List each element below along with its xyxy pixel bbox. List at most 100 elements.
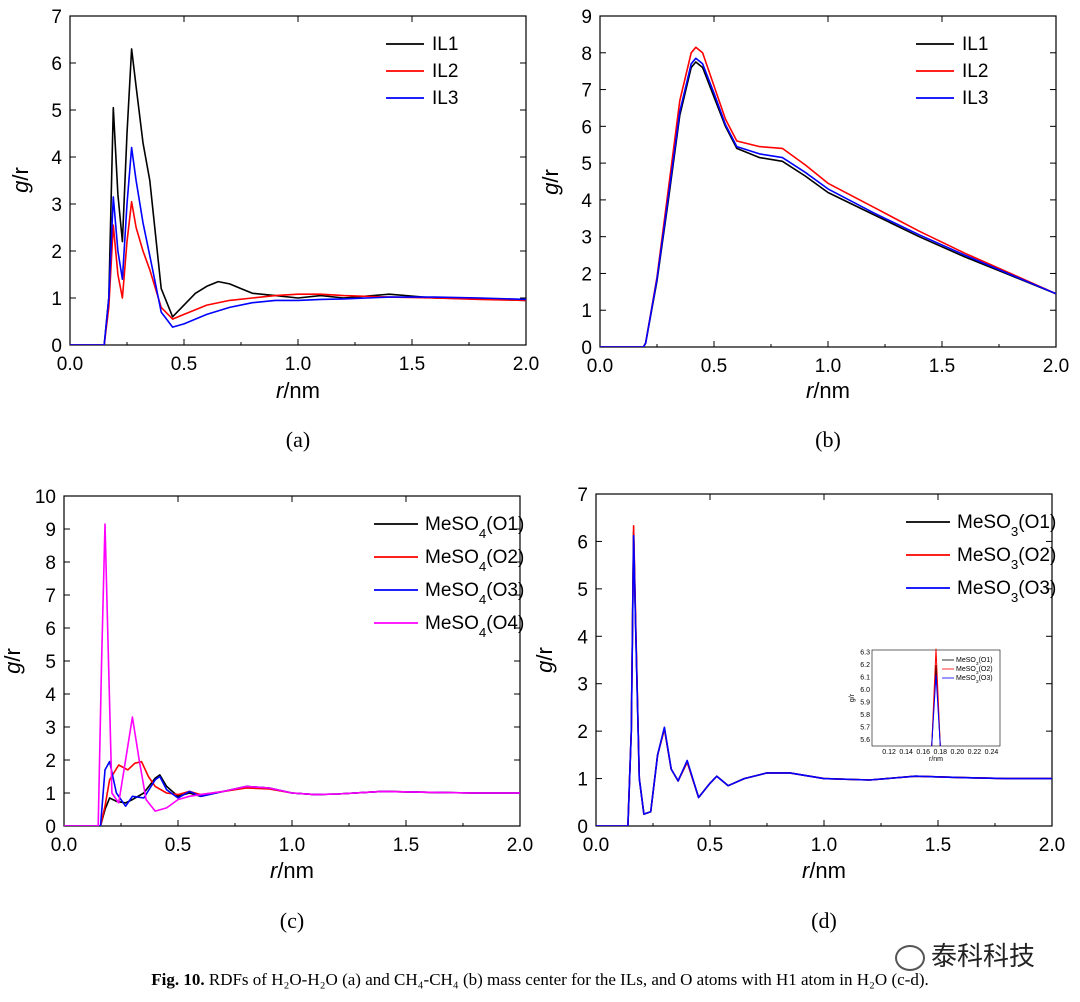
- y-axis-label: g/r: [0, 648, 25, 674]
- plot-frame: [63, 495, 521, 827]
- y-tick-label: 7: [51, 7, 62, 28]
- chart-panel-a: 0.0 0.5 1.0 1.5 2.0 0 1 2 3 4 5 6 7 r/nm g/r (a) IL1 IL2 I…: [8, 7, 539, 452]
- y-tick-label: 1: [577, 770, 588, 791]
- y-tick-label: 7: [577, 485, 588, 506]
- y-tick-label: 9: [45, 520, 56, 541]
- y-tick-label: 4: [577, 627, 588, 648]
- y-tick-label: 8: [581, 44, 592, 65]
- y-tick-label: 5: [51, 101, 62, 122]
- x-tick-label: 0.5: [697, 835, 723, 856]
- legend-label-2: IL2: [432, 61, 458, 82]
- x-tick-label: 1.5: [929, 356, 955, 377]
- inset-x-tick-label: 0.22: [968, 749, 982, 756]
- y-tick-label: 9: [581, 7, 592, 28]
- inset-y-tick-label: 6.3: [860, 649, 870, 656]
- caption-label: Fig. 10.: [151, 970, 205, 989]
- x-tick-label: 2.0: [513, 354, 539, 375]
- inset-y-tick-label: 5.8: [860, 712, 870, 719]
- y-tick-label: 5: [45, 652, 56, 673]
- inset-y-tick-label: 5.9: [860, 699, 870, 706]
- inset-legend-label-3: MeSO3(O3): [956, 675, 993, 685]
- y-tick-label: 6: [51, 54, 62, 75]
- series-line-3: [600, 57, 1056, 347]
- inset-series-line-2: [931, 648, 941, 747]
- inset-x-tick-label: 0.16: [916, 749, 930, 756]
- y-tick-label: 3: [581, 228, 592, 249]
- x-axis-label: r/nm: [270, 858, 314, 883]
- watermark: 泰科科技: [895, 936, 1035, 973]
- inset-series-line-3: [931, 674, 941, 747]
- panel-label: (d): [811, 908, 837, 933]
- y-axis-label: g/r: [532, 647, 557, 673]
- legend-label-3: MeSO4(O3): [425, 580, 524, 607]
- y-axis-label: g/r: [8, 167, 33, 193]
- inset-frame: [871, 649, 1001, 747]
- y-tick-label: 4: [581, 191, 592, 212]
- inset-x-tick-label: 0.12: [882, 749, 896, 756]
- x-tick-label: 2.0: [1043, 356, 1069, 377]
- legend-label-2: IL2: [962, 61, 988, 82]
- x-tick-label: 0.0: [583, 835, 609, 856]
- x-tick-label: 0.0: [57, 354, 83, 375]
- y-tick-label: 2: [577, 722, 588, 743]
- y-tick-label: 4: [45, 685, 56, 706]
- x-tick-label: 0.0: [51, 835, 77, 856]
- y-tick-label: 2: [45, 751, 56, 772]
- x-tick-label: 0.5: [165, 835, 191, 856]
- y-tick-label: 8: [45, 553, 56, 574]
- y-tick-label: 6: [581, 117, 592, 138]
- x-tick-label: 1.0: [811, 835, 837, 856]
- x-axis-label: r/nm: [802, 858, 846, 883]
- inset-y-tick-label: 6.1: [860, 674, 870, 681]
- x-tick-label: 2.0: [1039, 835, 1065, 856]
- inset-x-tick-label: 0.20: [951, 749, 965, 756]
- y-tick-label: 1: [45, 784, 56, 805]
- y-tick-label: 0: [577, 817, 588, 838]
- x-tick-label: 1.0: [279, 835, 305, 856]
- y-tick-label: 0: [51, 336, 62, 357]
- legend-label-1: IL1: [432, 34, 458, 55]
- y-tick-label: 1: [51, 289, 62, 310]
- figure-caption: Fig. 10. RDFs of H₂O-H₂O (a) and CH₄-CH₄…: [0, 970, 1080, 990]
- y-tick-label: 5: [581, 154, 592, 175]
- legend-label-4: MeSO4(O4): [425, 613, 524, 640]
- x-tick-label: 1.0: [815, 356, 841, 377]
- panel-label: (a): [286, 427, 310, 452]
- y-tick-label: 7: [581, 81, 592, 102]
- inset-legend-label-2: MeSO3(O2): [956, 666, 993, 676]
- panel-label: (c): [280, 908, 304, 933]
- inset-y-label: g/r: [849, 693, 856, 702]
- inset-x-tick-label: 0.24: [985, 749, 999, 756]
- chart-panel-d: 0.0 0.5 1.0 1.5 2.0 0 1 2 3 4 5 6 7 r/nm g/r (d) MeSO3(O…: [532, 485, 1065, 933]
- legend-label-3: MeSO3(O3): [957, 578, 1056, 605]
- x-tick-label: 1.5: [399, 354, 425, 375]
- y-axis-label: g/r: [538, 169, 563, 195]
- inset-legend-label-1: MeSO3(O1): [956, 657, 993, 667]
- y-tick-label: 2: [51, 242, 62, 263]
- y-tick-label: 6: [577, 532, 588, 553]
- legend-label-1: MeSO3(O1): [957, 512, 1056, 539]
- inset-x-tick-label: 0.14: [899, 749, 913, 756]
- x-tick-label: 2.0: [507, 835, 533, 856]
- inset-y-tick-label: 5.6: [860, 737, 870, 744]
- y-tick-label: 7: [45, 586, 56, 607]
- legend-label-3: IL3: [432, 88, 458, 109]
- series-line-2: [70, 200, 526, 345]
- inset-y-tick-label: 6.2: [860, 662, 870, 669]
- panel-label: (b): [815, 427, 841, 452]
- legend-label-3: IL3: [962, 88, 988, 109]
- series-line-4: [64, 523, 520, 826]
- watermark-text: 泰科科技: [931, 942, 1036, 972]
- y-tick-label: 3: [51, 195, 62, 216]
- y-tick-label: 3: [577, 675, 588, 696]
- y-tick-label: 10: [35, 487, 56, 508]
- x-tick-label: 0.0: [587, 356, 613, 377]
- x-tick-label: 0.5: [171, 354, 197, 375]
- legend-label-1: MeSO4(O1): [425, 514, 524, 541]
- inset-x-label: r/nm: [929, 756, 943, 763]
- inset-chart: 0.12 0.14 0.16 0.18 0.20 0.22 0.24 5.6 5.7 5.8 5.9…: [849, 648, 1001, 763]
- inset-y-tick-label: 6.0: [860, 687, 870, 694]
- series-line-3: [596, 534, 1052, 826]
- x-tick-label: 1.5: [393, 835, 419, 856]
- chart-panel-b: 0.0 0.5 1.0 1.5 2.0 0 1 2 3 4 5 6 7 8 9 r/nm g/r (b) IL1 IL…: [538, 7, 1069, 452]
